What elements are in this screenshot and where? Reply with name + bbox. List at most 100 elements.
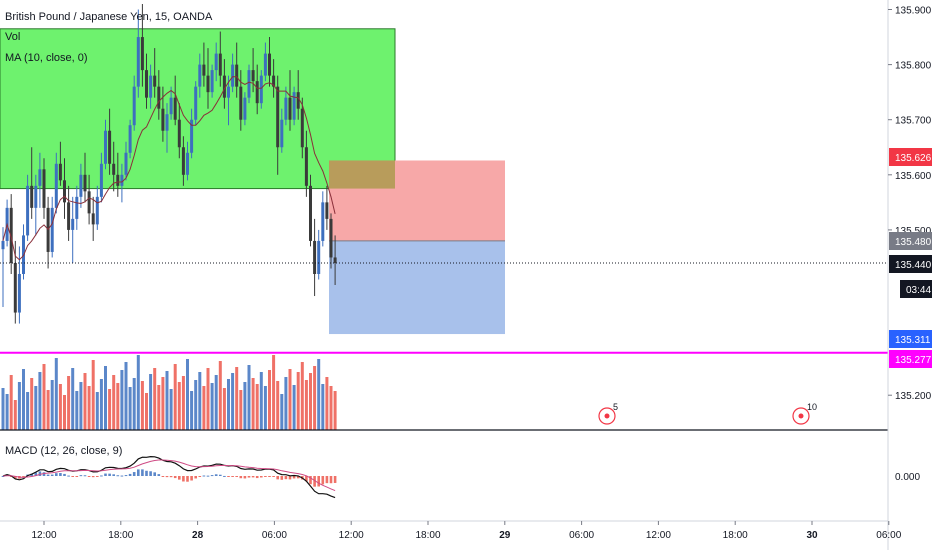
- event-count: 5: [613, 402, 618, 412]
- ma-legend[interactable]: MA (10, close, 0): [5, 52, 88, 64]
- price-label-horizontal-line: 135.277: [889, 350, 932, 368]
- volume-bar: [177, 382, 181, 430]
- candle-body: [263, 53, 267, 76]
- candle-body: [87, 191, 91, 214]
- macd-histogram-bar: [284, 476, 288, 480]
- price-label-bg: [889, 255, 932, 273]
- candle-body: [239, 86, 243, 120]
- price-label-text: 135.311: [895, 335, 931, 346]
- candle-body: [194, 86, 198, 120]
- candle-body: [120, 174, 124, 186]
- candle-body: [112, 163, 116, 175]
- events-layer[interactable]: 5 10: [598, 402, 817, 425]
- volume-bar: [309, 373, 312, 430]
- candle-body: [161, 108, 165, 131]
- candle-body: [9, 207, 13, 263]
- symbol-legend[interactable]: British Pound / Japanese Yen, 15, OANDA: [5, 11, 213, 23]
- candle-body: [251, 70, 255, 82]
- macd-histogram-bar: [264, 476, 267, 477]
- volume-bar: [272, 355, 276, 430]
- volume-bar: [1, 388, 5, 430]
- volume-bar: [276, 381, 280, 430]
- volume-bar: [46, 390, 50, 430]
- candle-body: [128, 125, 132, 153]
- candle-body: [124, 152, 128, 175]
- price-axis[interactable]: 135.200 135.500 135.600 135.700 135.800 135.9…: [888, 6, 932, 483]
- volume-bar: [243, 382, 247, 430]
- reward-zone[interactable]: [329, 240, 505, 335]
- macd-histogram-bar: [83, 475, 87, 477]
- volume-bar: [50, 380, 54, 430]
- volume-bar: [247, 365, 251, 430]
- candle-body: [235, 64, 239, 87]
- volume-bar: [58, 384, 62, 430]
- macd-pane[interactable]: [1, 455, 337, 499]
- macd-histogram-bar: [210, 475, 214, 477]
- macd-histogram-bar: [161, 476, 165, 477]
- volume-bars-layer: [1, 355, 337, 430]
- volume-bar: [17, 382, 21, 430]
- macd-histogram-bar: [219, 474, 222, 476]
- macd-histogram-bar: [63, 473, 66, 476]
- volume-bar: [99, 379, 103, 430]
- volume-bar: [91, 360, 95, 430]
- volume-bar: [157, 385, 161, 430]
- volume-legend[interactable]: Vol: [5, 31, 20, 43]
- macd-histogram-bar: [251, 476, 255, 478]
- candle-body: [132, 86, 136, 126]
- macd-histogram-bar: [202, 475, 206, 477]
- candle-body: [145, 70, 148, 98]
- volume-bar: [190, 391, 194, 430]
- candle-body: [284, 97, 288, 120]
- volume-bar: [206, 368, 210, 430]
- moving-average-layer: [2, 76, 336, 261]
- volume-bar: [313, 366, 317, 430]
- price-tick-label: 135.800: [895, 61, 932, 72]
- volume-bar: [83, 373, 87, 430]
- price-label-take-profit: 135.311: [889, 330, 932, 348]
- candle-body: [333, 257, 337, 263]
- candle-body: [255, 81, 259, 104]
- volume-bar: [259, 372, 263, 430]
- price-tick-label: 135.500: [895, 226, 932, 237]
- candle-body: [280, 119, 284, 148]
- macd-histogram-bar: [325, 476, 329, 484]
- candle-body: [149, 75, 153, 98]
- candle-body: [231, 64, 235, 87]
- volume-bar: [317, 359, 321, 430]
- volume-bar: [329, 386, 333, 430]
- candle-body: [300, 108, 304, 148]
- price-label-text: 03:44: [906, 285, 931, 296]
- candle-body: [268, 53, 271, 76]
- macd-histogram-bar: [272, 476, 275, 477]
- macd-tick-label: 0.000: [895, 472, 920, 483]
- price-tick-label: 135.900: [895, 6, 932, 17]
- price-label-bg: [900, 280, 932, 298]
- candle-body: [214, 53, 218, 71]
- candle-body: [259, 75, 263, 104]
- candle-body: [202, 64, 206, 76]
- macd-histogram-bar: [116, 475, 120, 477]
- volume-bar: [169, 389, 173, 430]
- time-tick-label: 18:00: [723, 530, 748, 541]
- volume-bar: [38, 372, 42, 430]
- volume-bar: [304, 380, 308, 430]
- macd-histogram-bar: [173, 476, 177, 479]
- volume-bar: [67, 376, 71, 430]
- candle-body: [276, 86, 280, 148]
- volume-bar: [9, 375, 13, 430]
- macd-histogram-bar: [14, 476, 17, 479]
- macd-histogram-bar: [214, 474, 218, 476]
- candle-body: [309, 185, 312, 241]
- volume-bar: [128, 387, 132, 430]
- time-axis[interactable]: 12:00 18:00 28 06:00 12:00 18:00 29 06:00 12:00 1…: [31, 521, 902, 541]
- macd-histogram-bar: [292, 476, 296, 479]
- macd-histogram-bar: [153, 472, 156, 476]
- candle-body: [71, 218, 75, 230]
- macd-histogram-bar: [247, 476, 251, 478]
- macd-legend[interactable]: MACD (12, 26, close, 9): [5, 445, 122, 457]
- candle-body: [34, 185, 38, 208]
- candle-body: [63, 180, 66, 203]
